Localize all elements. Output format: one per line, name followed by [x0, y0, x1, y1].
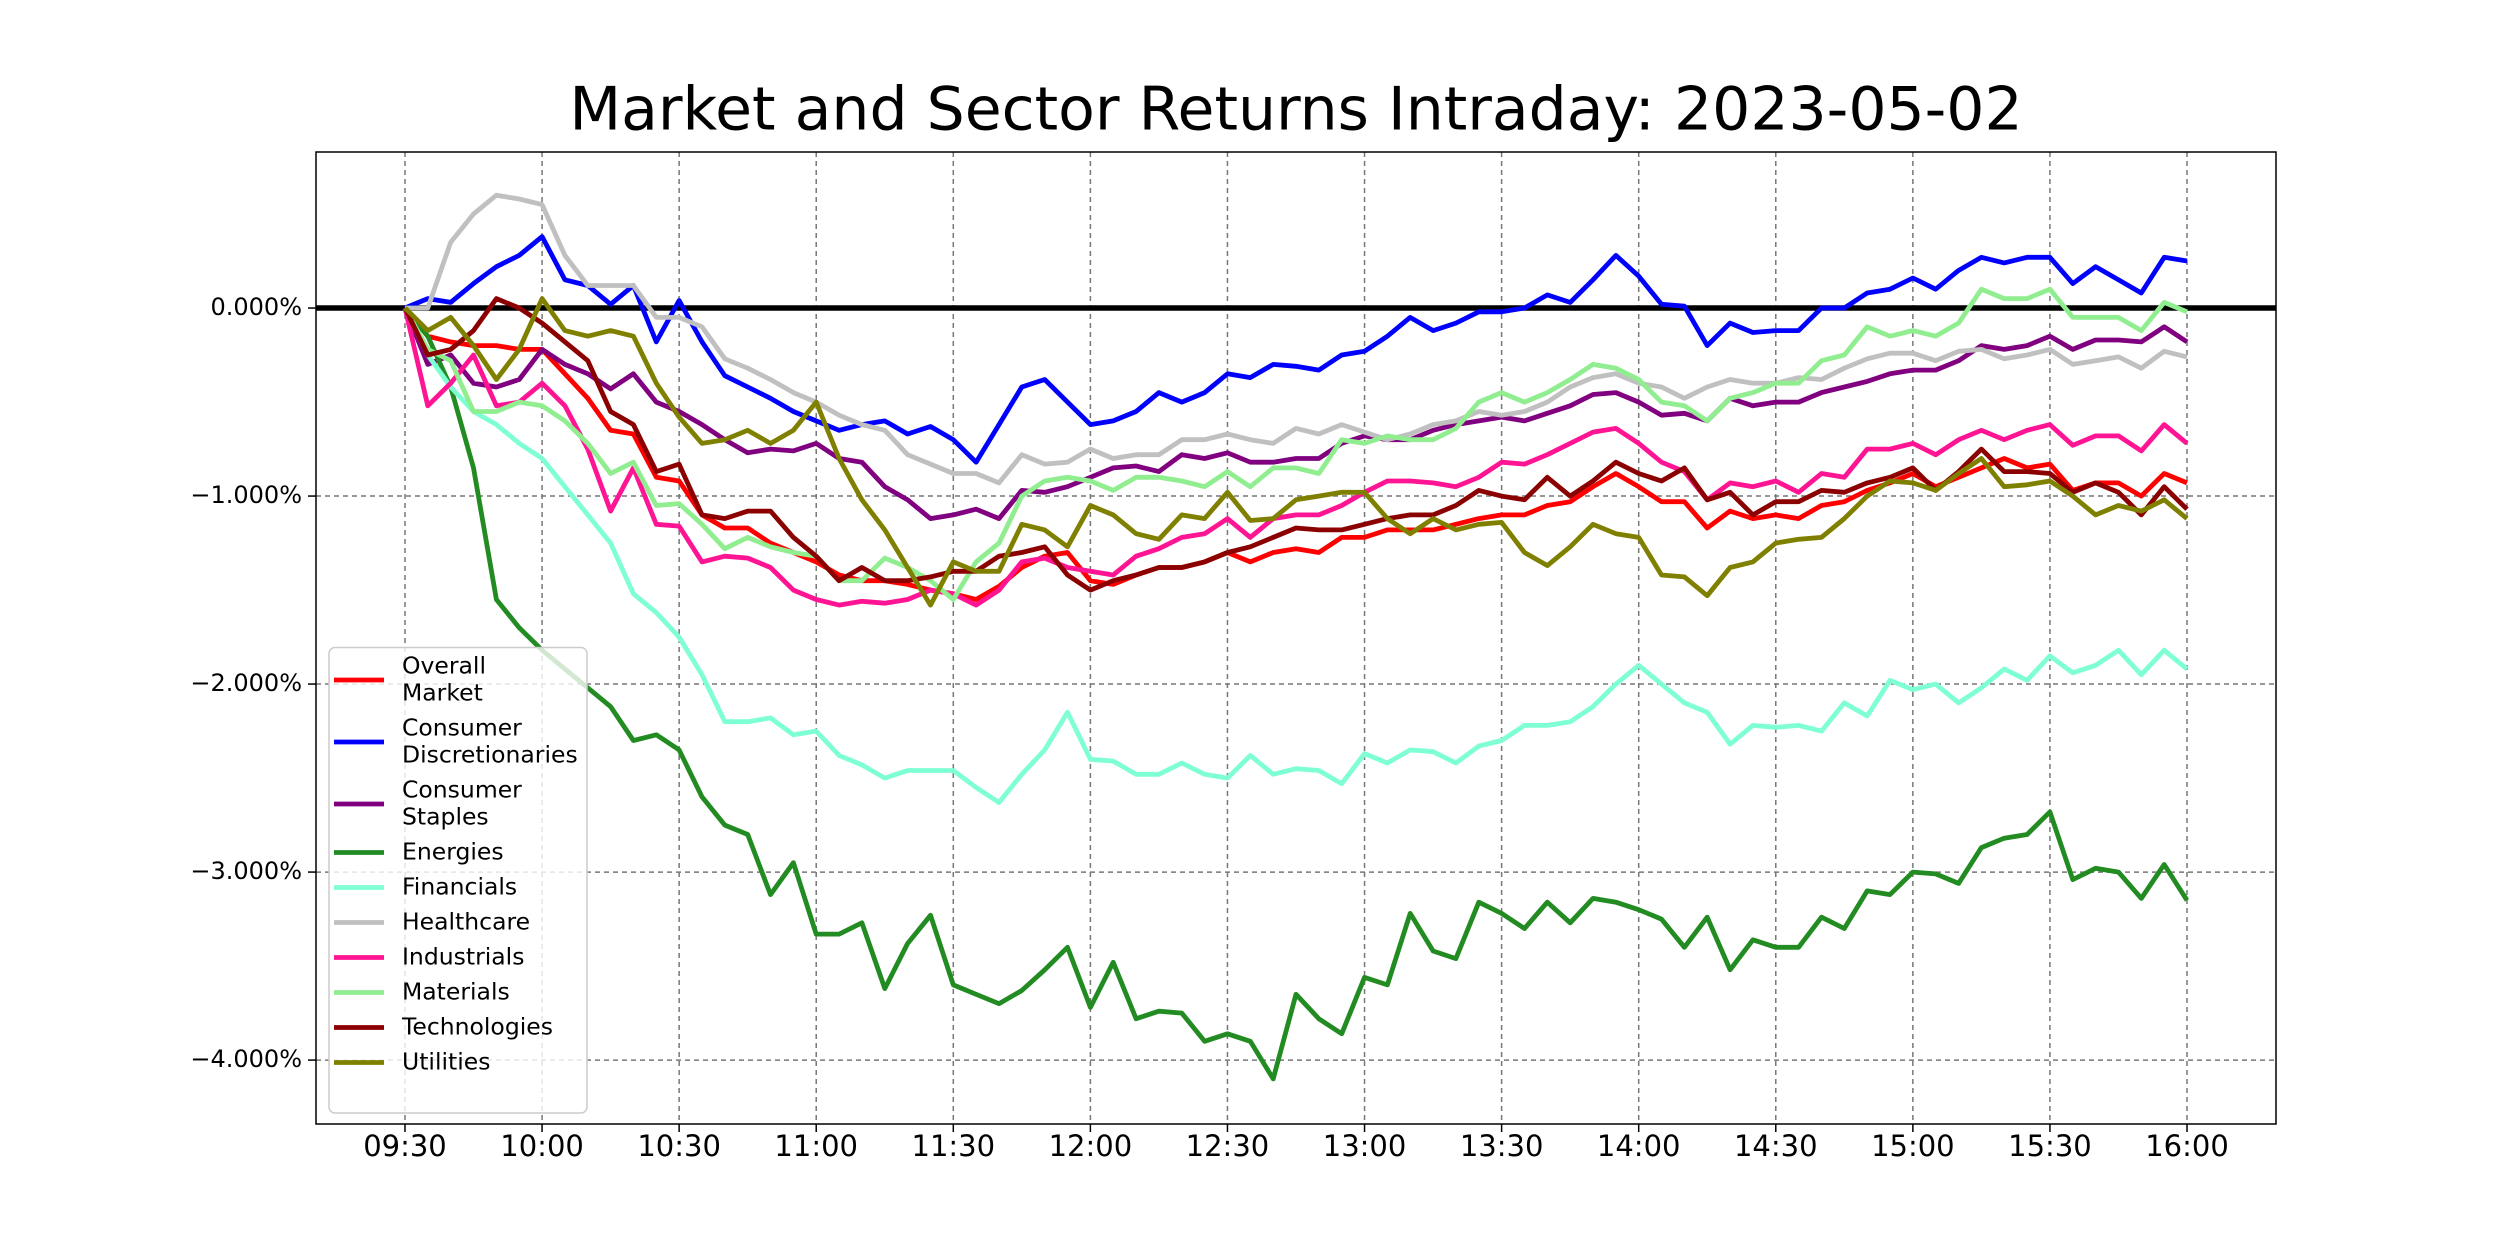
x-tick-label: 11:00: [774, 1129, 858, 1163]
x-tick-label: 16:00: [2145, 1129, 2229, 1163]
y-tick-label: −3.000%: [190, 857, 302, 885]
series-line: [402, 286, 2188, 602]
series-line: [402, 306, 2189, 805]
y-tick-label: −2.000%: [190, 669, 302, 697]
x-tick-label: 13:00: [1323, 1129, 1407, 1163]
legend-label: Consumer Staples: [402, 775, 522, 830]
legend-label: Healthcare: [402, 907, 530, 935]
series-line: [402, 296, 2189, 593]
legend: Overall Market Consumer Discretionaries Cons…: [328, 646, 588, 1114]
x-tick-label: 10:00: [500, 1129, 584, 1163]
legend-label: Overall Market: [402, 651, 486, 706]
x-tick-label: 14:00: [1597, 1129, 1681, 1163]
series-line: [404, 234, 2188, 465]
x-tick-label: 14:30: [1734, 1129, 1818, 1163]
x-tick-label: 13:30: [1460, 1129, 1544, 1163]
legend-label: Financials: [402, 872, 517, 900]
x-tick-label: 15:00: [1871, 1129, 1955, 1163]
chart-title: Market and Sector Returns Intraday: 2023…: [569, 75, 2022, 145]
x-tick-label: 12:30: [1186, 1129, 1270, 1163]
x-tick-label: 10:30: [637, 1129, 721, 1163]
series-line: [402, 307, 2189, 521]
legend-label: Materials: [402, 977, 510, 1005]
series-line: [403, 296, 2189, 608]
y-tick-label: −4.000%: [190, 1045, 302, 1073]
y-tick-label: 0.000%: [210, 293, 302, 321]
x-tick-label: 12:00: [1049, 1129, 1133, 1163]
x-tick-label: 09:30: [363, 1129, 447, 1163]
legend-label: Consumer Discretionaries: [402, 713, 578, 768]
legend-label: Utilities: [402, 1047, 490, 1075]
x-tick-label: 15:30: [2008, 1129, 2092, 1163]
plot-area: [316, 152, 2276, 1124]
x-tick-label: 11:30: [912, 1129, 996, 1163]
series-line: [403, 306, 2190, 1082]
y-tick-label: −1.000%: [190, 481, 302, 509]
series-line: [402, 307, 2189, 608]
legend-label: Technologies: [401, 1012, 553, 1040]
legend-label: Industrials: [402, 942, 524, 970]
legend-label: Energies: [402, 837, 504, 865]
legend-box: [328, 646, 588, 1114]
series-line: [405, 192, 2188, 486]
plot-frame: [315, 151, 2277, 1125]
